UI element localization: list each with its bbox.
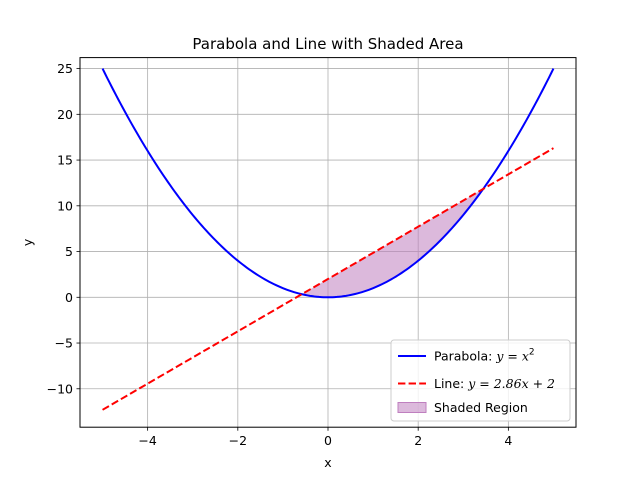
- y-tick-label: 10: [57, 198, 73, 213]
- x-axis-label: x: [324, 455, 331, 470]
- x-tick-label: 4: [504, 433, 512, 448]
- legend-box: [390, 339, 571, 422]
- y-tick-label: 20: [57, 107, 73, 122]
- y-tick-label: 5: [65, 244, 73, 259]
- chart-title: Parabola and Line with Shaded Area: [192, 35, 463, 53]
- y-tick-label: 15: [57, 153, 73, 168]
- x-tick-label: 0: [324, 433, 332, 448]
- x-tick-label: 2: [414, 433, 422, 448]
- legend-swatch-shaded: [397, 402, 427, 413]
- legend-label: Parabola: y = x2: [434, 348, 535, 364]
- x-tick-label: −4: [138, 433, 156, 448]
- grid: [80, 57, 576, 428]
- ticks: −4 −2 0 2 4 −10 −5 0 5 10 15 20 25: [47, 61, 513, 448]
- y-tick-label: −10: [47, 381, 73, 396]
- parabola-line: [101, 68, 555, 299]
- y-tick-label: 0: [65, 290, 73, 305]
- x-tick-label: −2: [229, 433, 247, 448]
- plot-content: [101, 68, 555, 411]
- linear-line: [102, 147, 554, 411]
- y-tick-label: 25: [57, 61, 73, 76]
- legend: Parabola: y = x2 Line: y = 2.86x + 2 Shade…: [390, 339, 571, 422]
- y-axis-label: y: [20, 238, 35, 246]
- y-tick-label: −5: [55, 336, 73, 351]
- legend-label: Line: y = 2.86x + 2: [434, 376, 555, 391]
- legend-label: Shaded Region: [434, 400, 528, 415]
